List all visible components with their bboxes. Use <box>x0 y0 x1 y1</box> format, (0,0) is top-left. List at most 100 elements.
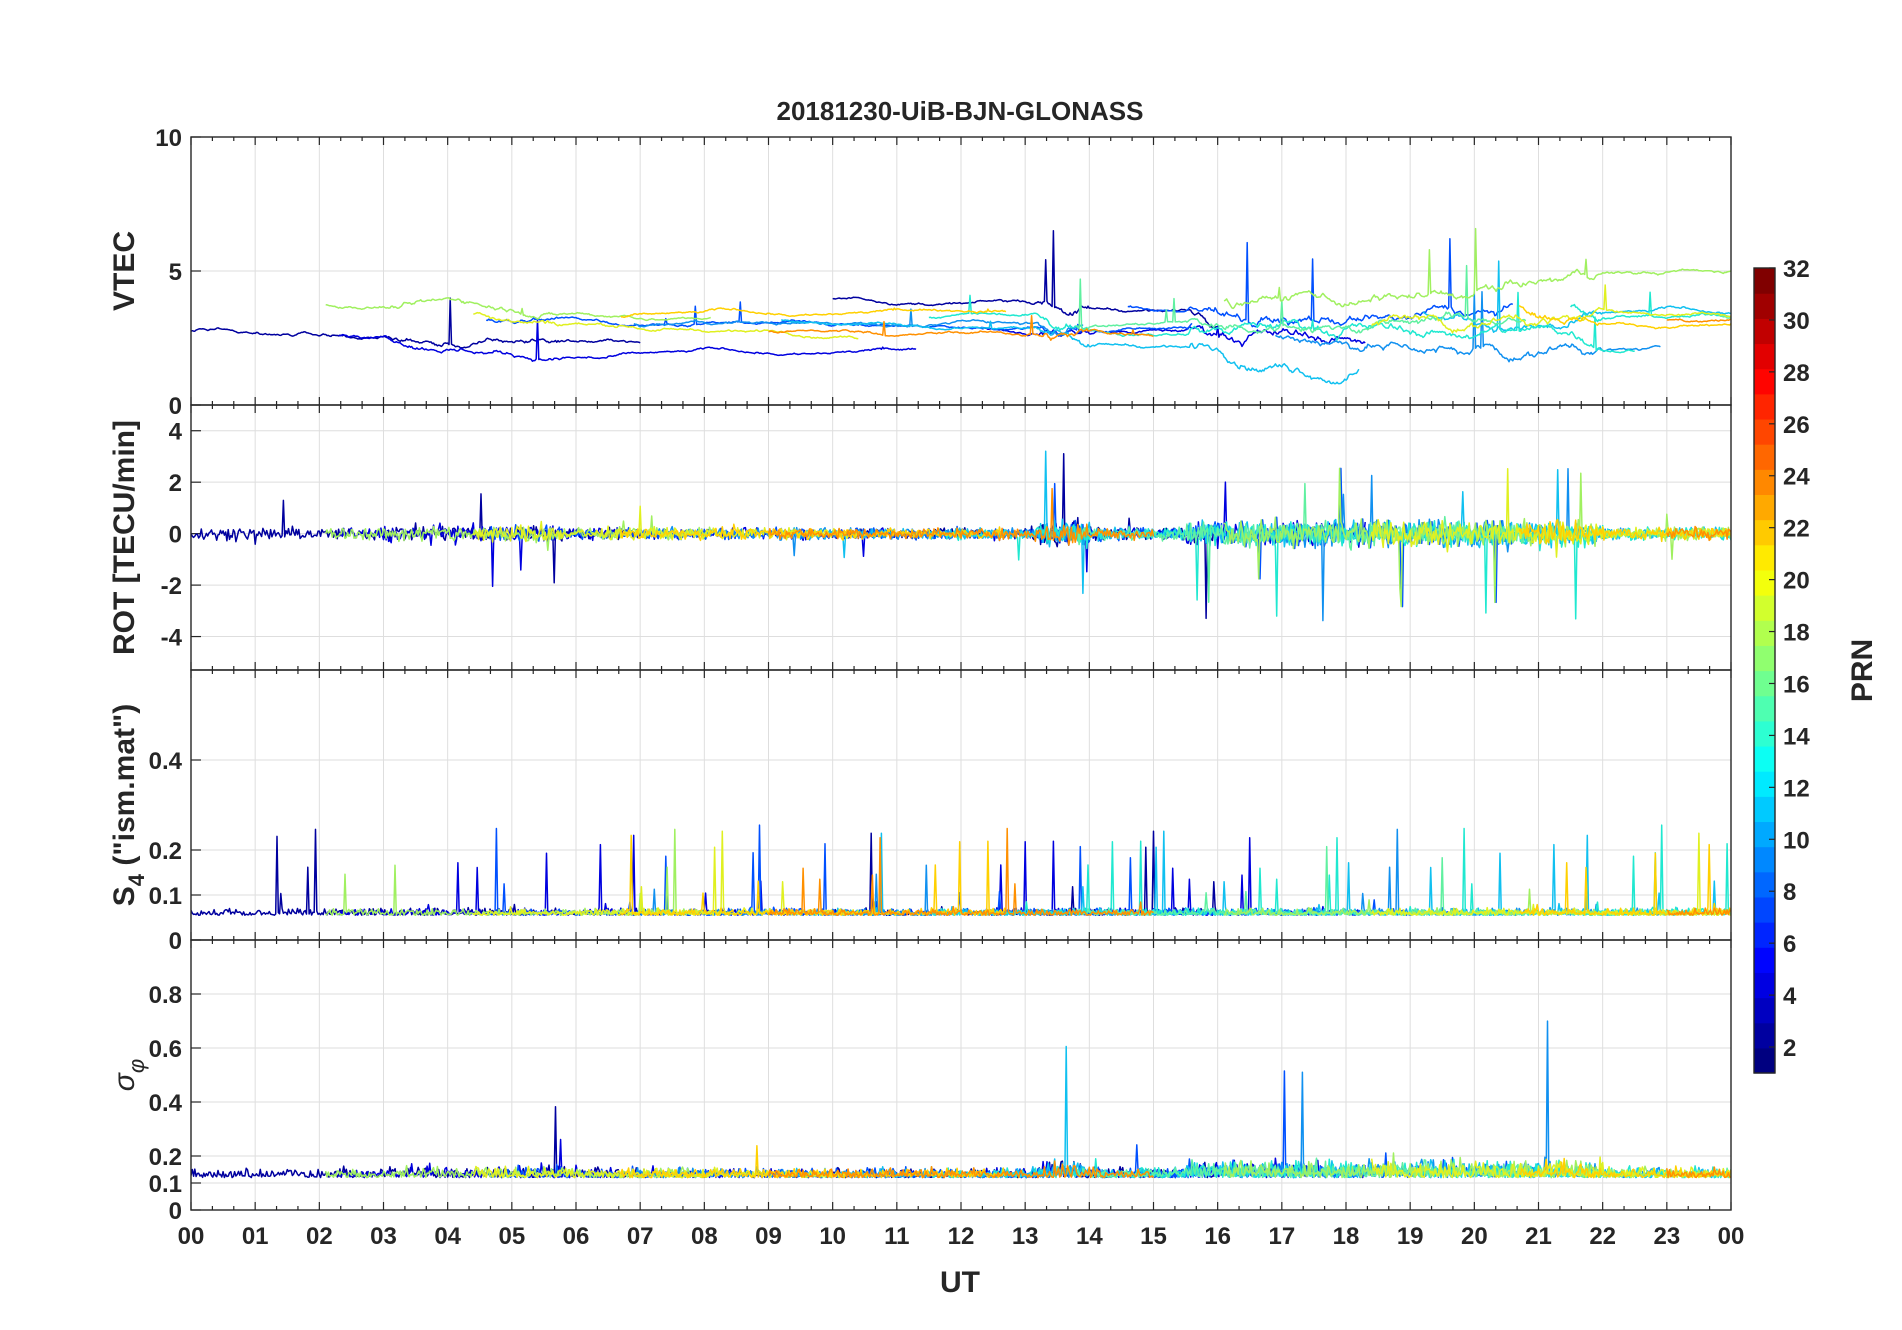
colorbar-swatch <box>1754 745 1775 772</box>
trace-prn-23 <box>1666 525 1731 542</box>
y-tick-label: 2 <box>169 470 182 497</box>
colorbar-swatch <box>1754 293 1775 319</box>
x-tick-label: 11 <box>884 1223 909 1250</box>
trace-prn-3 <box>979 837 1366 916</box>
panel-sigma_phi: 00.10.2 0.4 0.6 0.8 σφ 00 01 02 03 04 05 06 07 08 09 10… <box>108 939 1745 1250</box>
x-tick-label: 02 <box>306 1223 333 1250</box>
colorbar-swatch <box>1754 268 1775 294</box>
colorbar-tick-label: 24 <box>1783 464 1810 491</box>
colorbar-swatch <box>1754 569 1775 596</box>
colorbar-swatch <box>1754 922 1775 948</box>
colorbar-swatch <box>1754 620 1775 646</box>
x-tick-label: 19 <box>1397 1223 1424 1250</box>
x-axis-label: UT <box>940 1266 980 1299</box>
traces-sigma_phi <box>191 1020 1731 1179</box>
trace-prn-23 <box>767 1160 1155 1179</box>
y-tick-label: 4 <box>169 419 183 446</box>
colorbar-swatch <box>1754 997 1775 1024</box>
y-tick-label: 0.6 <box>149 1036 182 1063</box>
colorbar-swatch <box>1754 595 1775 621</box>
y-tick-label: 0 <box>169 928 182 955</box>
y-tick-label: 0.1 <box>149 1171 182 1198</box>
trace-prn-1 <box>191 828 641 916</box>
x-tick-label: 07 <box>627 1223 654 1250</box>
y-tick-label: 0 <box>169 522 182 549</box>
colorbar-swatch <box>1754 418 1775 445</box>
colorbar-tick-label: 20 <box>1783 568 1810 595</box>
x-tick-label: 20 <box>1461 1223 1488 1250</box>
x-tick-label: 18 <box>1333 1223 1360 1250</box>
colorbar-tick-label: 28 <box>1783 360 1810 387</box>
trace-prn-11 <box>1422 260 1731 333</box>
colorbar-swatch <box>1754 469 1775 496</box>
colorbar-tick-label: 2 <box>1783 1035 1796 1062</box>
trace-prn-23 <box>1666 318 1731 323</box>
y-axis-label-rot: ROT [TECU/min] <box>108 420 141 655</box>
colorbar-swatch <box>1754 645 1775 672</box>
colorbar-frame <box>1753 267 1776 1074</box>
trace-prn-6 <box>485 824 1193 916</box>
colorbar-swatch <box>1754 796 1775 823</box>
traces-s4 <box>191 824 1731 916</box>
panel-rot: -4 -2 0 2 4 ROT [TECU/min] <box>108 404 1732 671</box>
colorbar-swatch <box>1754 544 1775 571</box>
x-tick-label: 00 <box>1718 1223 1745 1250</box>
colorbar-tick-label: 22 <box>1783 516 1810 543</box>
trace-prn-1 <box>191 1105 641 1179</box>
y-tick-label: -4 <box>161 625 183 652</box>
x-tick-label: 04 <box>434 1223 461 1250</box>
colorbar-tick-label: 8 <box>1783 879 1796 906</box>
trace-prn-15 <box>1717 314 1731 319</box>
y-tick-label: 0.2 <box>149 1144 182 1171</box>
colorbar-swatch <box>1754 444 1775 470</box>
x-tick-label: 05 <box>498 1223 525 1250</box>
x-tick-label: 17 <box>1268 1223 1295 1250</box>
trace-prn-23 <box>1666 1166 1731 1179</box>
colorbar-swatch <box>1754 1047 1775 1074</box>
colorbar-tick-label: 12 <box>1783 775 1810 802</box>
x-tick-label: 03 <box>370 1223 397 1250</box>
traces-rot <box>191 450 1731 622</box>
trace-prn-23 <box>767 827 1154 916</box>
colorbar-swatch <box>1754 368 1775 395</box>
y-tick-label: 0.8 <box>149 982 182 1009</box>
y-tick-label: 0.4 <box>149 1090 183 1117</box>
x-tick-label: 00 <box>178 1223 205 1250</box>
trace-prn-15 <box>1076 845 1527 916</box>
trace-prn-11 <box>1422 834 1731 916</box>
colorbar-tick-label: 30 <box>1783 308 1810 335</box>
trace-prn-11 <box>780 319 1360 385</box>
trace-prn-21 <box>1518 305 1731 330</box>
colorbar-swatch <box>1754 871 1775 898</box>
colorbar-swatch <box>1754 695 1775 722</box>
trace-prn-23 <box>767 487 1155 546</box>
y-tick-label: 10 <box>155 125 182 152</box>
colorbar-tick-label: 32 <box>1783 256 1810 283</box>
x-tick-label: 08 <box>691 1223 718 1250</box>
trace-prn-6 <box>1127 238 1514 328</box>
x-tick-label: 09 <box>755 1223 782 1250</box>
x-tick-label: 23 <box>1653 1223 1680 1250</box>
trace-prn-9 <box>633 308 1084 336</box>
trace-prn-21 <box>620 1145 1007 1179</box>
trace-prn-11 <box>780 830 1360 916</box>
colorbar-tick-label: 4 <box>1783 983 1797 1010</box>
trace-prn-21 <box>620 307 1007 318</box>
colorbar-swatch <box>1754 670 1775 697</box>
trace-prn-17 <box>1223 227 1731 310</box>
y-tick-label: 0.1 <box>149 883 182 910</box>
trace-prn-19 <box>473 311 859 340</box>
colorbar-label: PRN <box>1846 639 1879 702</box>
colorbar-swatch <box>1754 821 1775 848</box>
trace-prn-11 <box>780 450 1360 595</box>
trace-prn-13 <box>1569 824 1731 916</box>
colorbar-swatch <box>1754 896 1775 923</box>
colorbar-tick-label: 6 <box>1783 931 1796 958</box>
trace-prn-19 <box>1371 832 1731 916</box>
traces-vtec <box>191 227 1731 385</box>
y-axis-label-vtec: VTEC <box>108 231 141 311</box>
colorbar-swatch <box>1754 494 1775 521</box>
